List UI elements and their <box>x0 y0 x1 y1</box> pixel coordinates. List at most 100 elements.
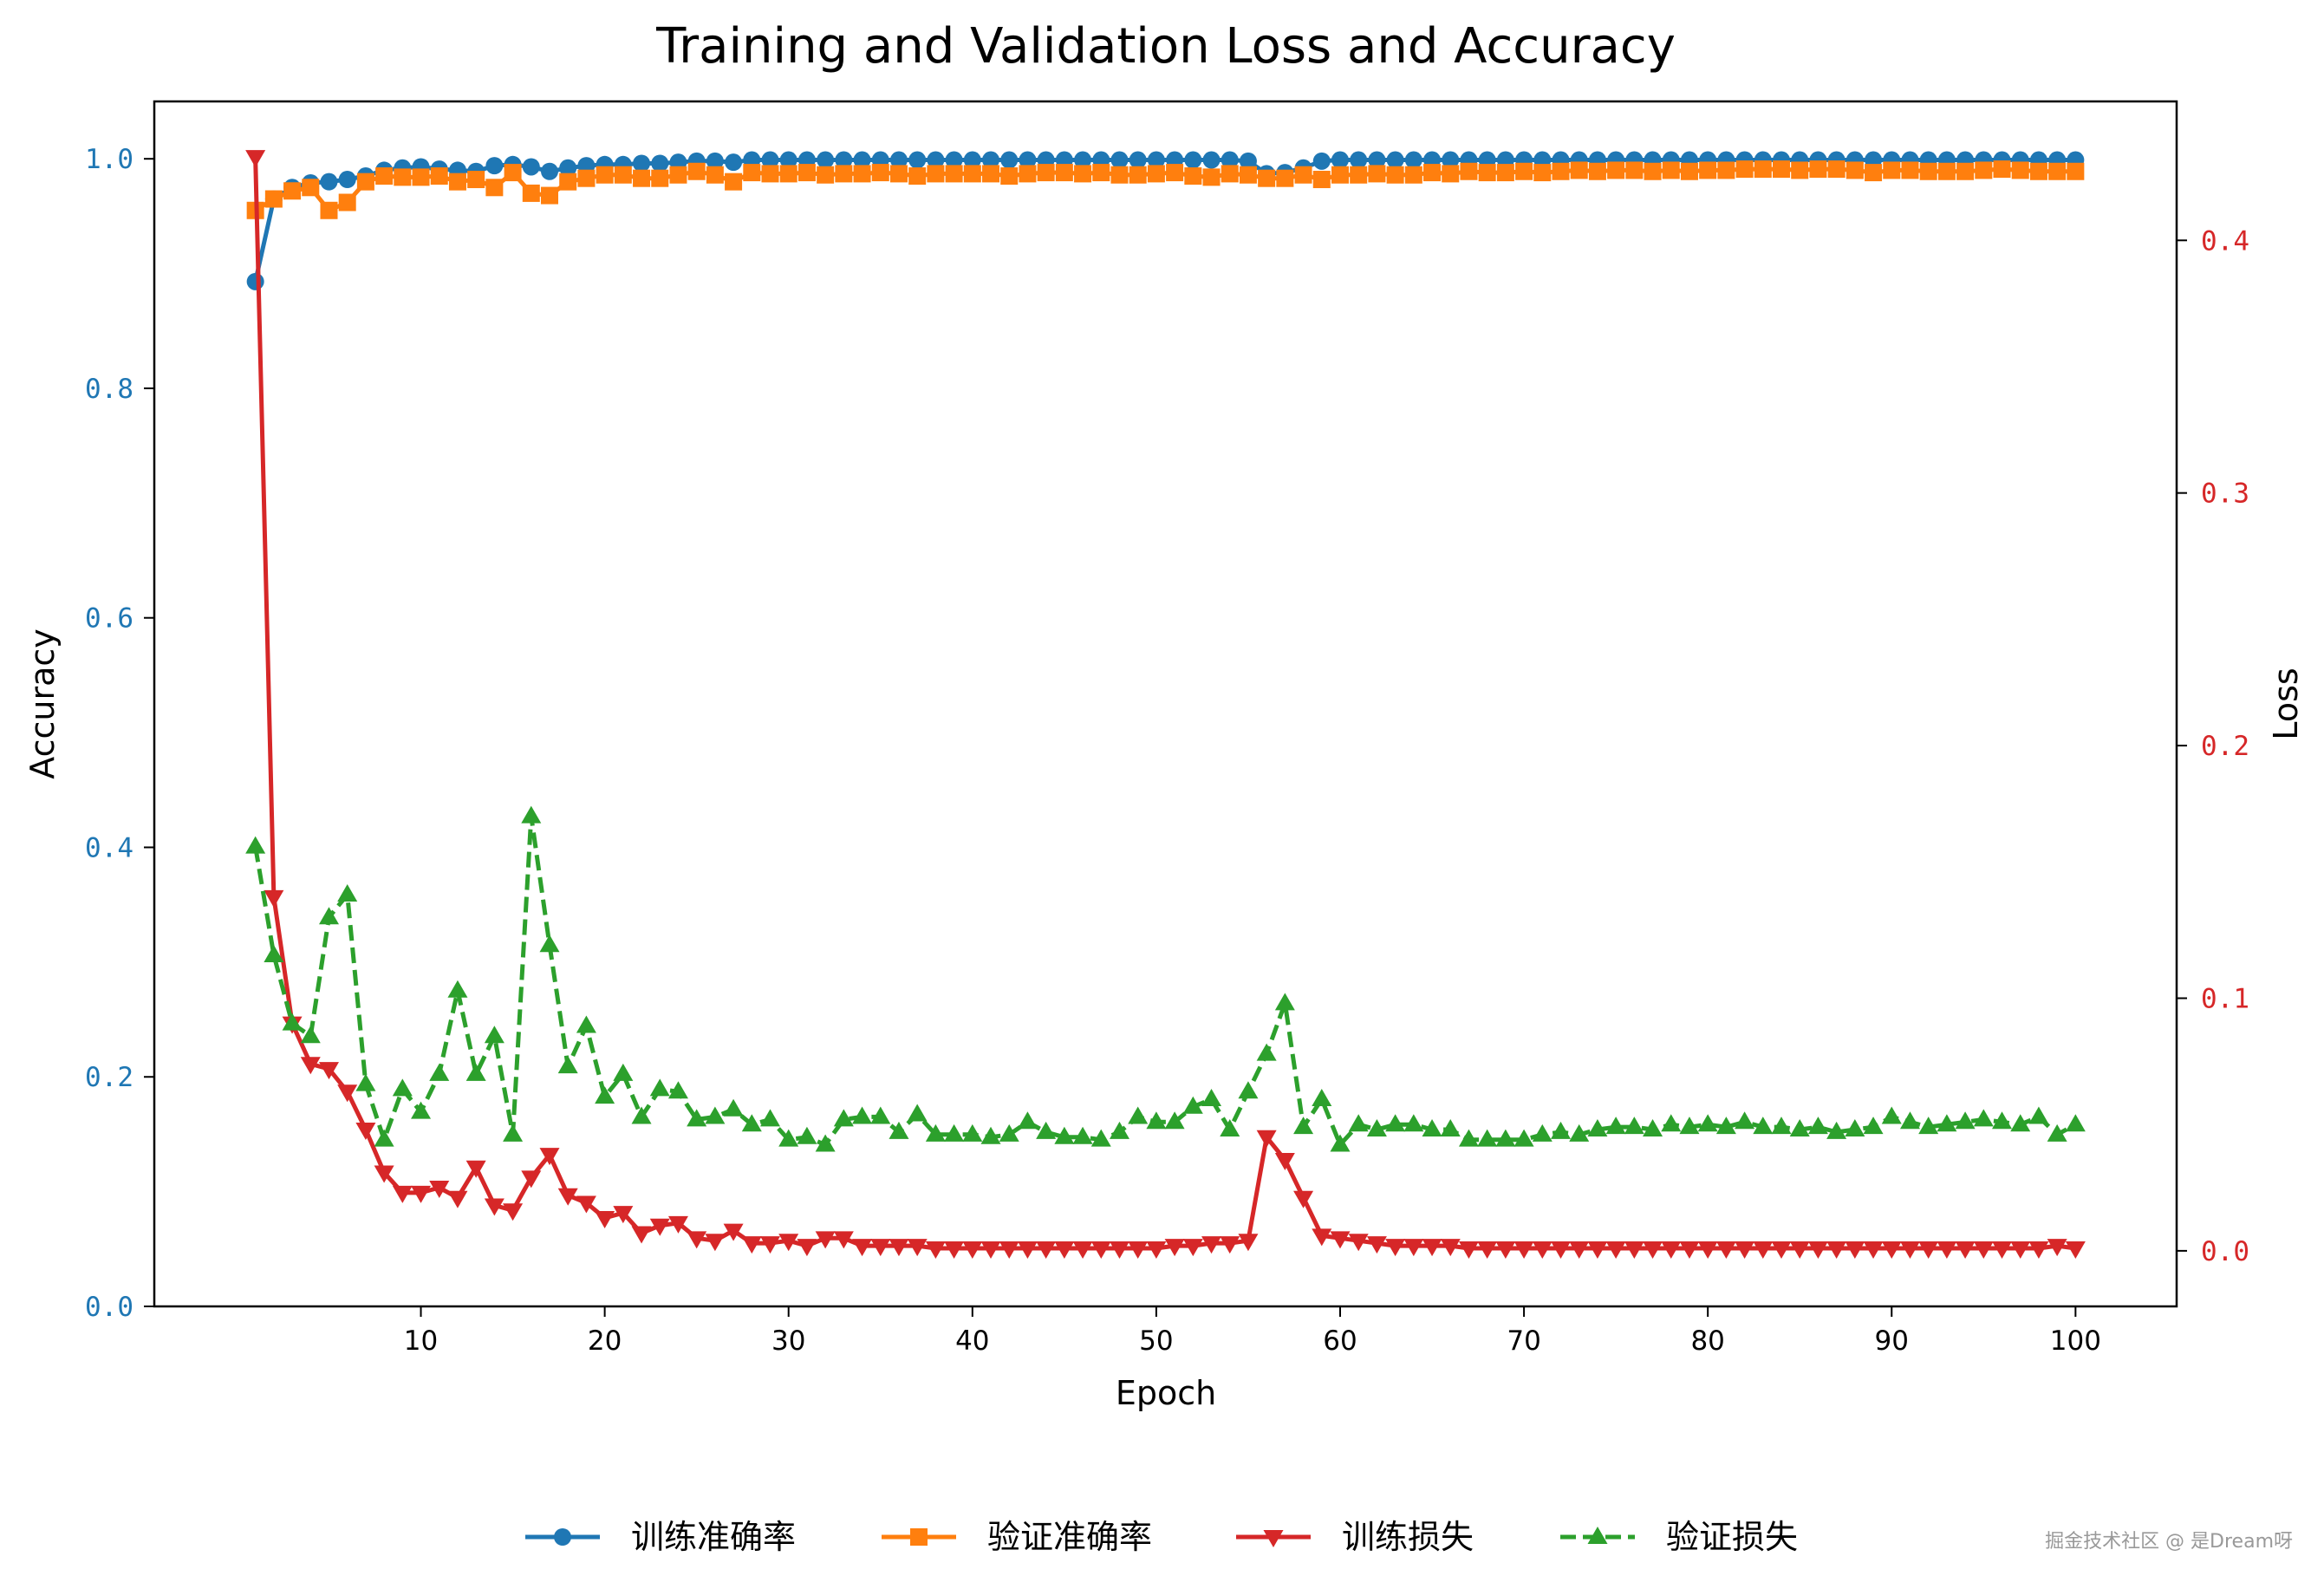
data-point <box>1146 1111 1167 1130</box>
data-point <box>817 166 835 184</box>
data-point <box>706 166 724 184</box>
data-point <box>651 154 669 173</box>
data-point <box>1368 151 1386 169</box>
data-point <box>559 173 577 191</box>
data-point <box>1221 151 1239 169</box>
data-point <box>318 1062 339 1080</box>
data-point <box>503 1123 524 1142</box>
data-point <box>1662 161 1680 179</box>
y-right-tick-label: 0.3 <box>2201 479 2249 510</box>
y-axis-left: 0.0 0.2 0.4 0.6 0.8 1.0 <box>85 144 154 1323</box>
data-point <box>760 1236 781 1254</box>
data-point <box>1036 1121 1057 1139</box>
data-point <box>1366 1236 1387 1254</box>
data-point <box>1789 1241 1810 1259</box>
x-tick-label: 100 <box>2050 1325 2101 1357</box>
data-point <box>925 1241 946 1259</box>
data-point <box>485 179 504 197</box>
data-point <box>1863 1241 1884 1259</box>
data-point <box>1074 151 1092 169</box>
data-point <box>522 158 540 176</box>
data-point <box>1661 1114 1682 1132</box>
legend-item: 验证损失 <box>1560 1518 1798 1556</box>
data-point <box>925 1123 946 1142</box>
data-point <box>539 1148 560 1166</box>
data-point <box>282 1013 303 1031</box>
data-point <box>338 171 356 189</box>
data-point <box>522 184 540 202</box>
data-point <box>927 151 945 169</box>
data-point <box>1809 160 1827 179</box>
data-point <box>355 1123 376 1141</box>
data-point <box>1570 161 1588 179</box>
data-point <box>1164 1111 1185 1130</box>
data-point <box>1975 161 1993 179</box>
data-point <box>1552 162 1570 180</box>
data-point <box>320 201 338 219</box>
data-point <box>320 173 338 191</box>
data-point <box>337 884 358 902</box>
data-point <box>300 1057 321 1075</box>
data-point <box>667 1081 688 1099</box>
data-point <box>779 165 797 183</box>
data-point <box>889 165 908 183</box>
data-point <box>1754 160 1772 179</box>
data-point <box>1901 161 1919 179</box>
data-point <box>1256 1130 1277 1148</box>
data-point <box>1238 1081 1259 1099</box>
data-point <box>1090 1129 1111 1147</box>
y-right-tick-label: 0.1 <box>2201 983 2249 1014</box>
data-point <box>761 151 779 169</box>
data-point <box>1293 1190 1314 1208</box>
data-point <box>539 935 560 953</box>
data-point <box>1827 160 1846 179</box>
data-point <box>1495 1129 1516 1147</box>
data-point <box>1993 160 2011 179</box>
data-point <box>375 167 394 186</box>
data-point <box>1826 1121 1847 1139</box>
x-tick-label: 50 <box>1139 1325 1173 1357</box>
data-point <box>1515 162 1533 180</box>
data-point <box>1182 1096 1203 1114</box>
data-point <box>557 1056 578 1074</box>
data-point <box>1072 1241 1093 1259</box>
data-point <box>815 1231 836 1249</box>
data-point <box>1458 1129 1479 1147</box>
data-point <box>1532 1241 1553 1259</box>
x-axis: 10 20 30 40 50 60 70 80 90 100 <box>404 1306 2101 1357</box>
data-point <box>2065 1241 2086 1259</box>
data-point <box>723 1098 744 1117</box>
data-point <box>1644 162 1662 180</box>
data-point <box>760 1109 781 1127</box>
data-point <box>1054 1241 1075 1259</box>
data-point <box>1090 1241 1111 1259</box>
data-point <box>1937 162 1956 180</box>
data-point <box>429 1063 450 1081</box>
data-point <box>1846 161 1864 179</box>
data-point <box>1771 1241 1792 1259</box>
data-point <box>651 169 669 187</box>
data-point <box>1717 161 1735 179</box>
series-2 <box>246 160 2085 219</box>
data-point <box>649 1078 670 1097</box>
y-axis-right: 0.0 0.1 0.2 0.3 0.4 <box>2177 225 2249 1267</box>
data-point <box>982 165 1000 183</box>
data-point <box>649 1218 670 1236</box>
data-point <box>1350 151 1368 169</box>
data-point <box>1514 1129 1534 1147</box>
data-point <box>1845 1119 1865 1137</box>
data-point <box>1495 1241 1516 1259</box>
data-point <box>1605 1117 1626 1135</box>
data-point <box>1881 1241 1902 1259</box>
data-point <box>687 1109 707 1127</box>
data-point <box>2047 1239 2067 1257</box>
data-point <box>394 168 412 186</box>
data-point <box>1679 1241 1700 1259</box>
data-point <box>1312 1089 1332 1107</box>
data-point <box>1973 1241 1994 1259</box>
data-point <box>944 1123 965 1142</box>
data-point <box>245 836 266 854</box>
data-point <box>1238 1234 1259 1252</box>
data-point <box>1899 1111 1920 1130</box>
